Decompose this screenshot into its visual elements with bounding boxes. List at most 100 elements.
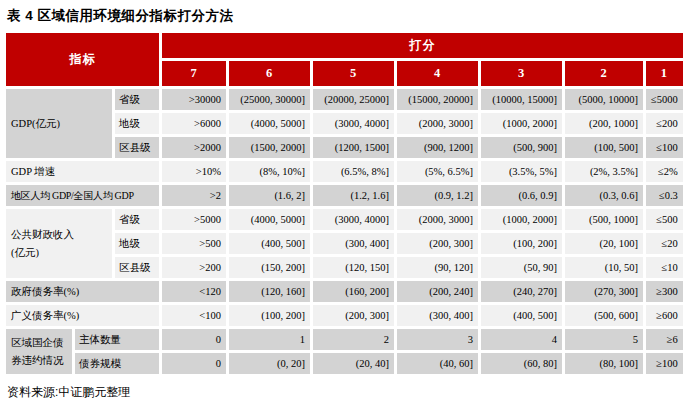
score-cell: ≥600 [646,305,683,326]
score-col-6: 6 [229,61,310,86]
score-cell: 5 [565,329,643,350]
score-cell: >500 [162,233,226,254]
score-cell: (120, 160] [229,281,310,302]
sub-label: 债券规模 [75,353,159,374]
score-header-cell: 打分 [162,33,683,58]
score-cell: (15000, 20000] [397,89,478,110]
score-cell: (150, 200] [229,257,310,278]
score-cell: ≤20 [646,233,683,254]
score-cell: (2000, 3000] [397,209,478,230]
score-cell: (500, 1000] [565,209,643,230]
score-cell: (50, 90] [481,257,562,278]
score-cell: (160, 200] [313,281,394,302]
score-cell: ≤100 [646,137,683,158]
score-cell: (400, 500] [481,305,562,326]
sub-label: 地级 [115,113,159,134]
score-cell: (5000, 10000] [565,89,643,110]
sub-label: 主体数量 [75,329,159,350]
score-cell: (4000, 5000] [229,113,310,134]
score-cell: ≤5000 [646,89,683,110]
score-col-2: 2 [565,61,643,86]
indicator-label-gov-debt-ratio: 政府债务率(%) [6,281,159,302]
score-cell: ≤0.3 [646,185,683,206]
score-cell: (20, 100] [565,233,643,254]
score-cell: (200, 1000] [565,113,643,134]
sub-label: 区县级 [115,137,159,158]
indicator-label-gdp-per-capita: 地区人均 GDP/全国人均 GDP [6,185,159,206]
score-cell: (40, 60] [397,353,478,374]
score-cell: (25000, 30000] [229,89,310,110]
score-cell: (10000, 15000] [481,89,562,110]
score-cell: (3000, 4000] [313,209,394,230]
score-cell: (2%, 3.5%] [565,161,643,182]
score-cell: ≥100 [646,353,683,374]
table-row: GDP 增速 >10% (8%, 10%] (6.5%, 8%] (5%, 6.… [6,161,683,182]
score-cell: (1200, 1500] [313,137,394,158]
score-cell: >2 [162,185,226,206]
header-row-score: 指标 打分 [6,33,683,58]
score-cell: >5000 [162,209,226,230]
indicator-label-fiscal-revenue: 公共财政收入 (亿元) [6,209,112,278]
score-cell: (1000, 2000] [481,209,562,230]
score-cell: (60, 80] [481,353,562,374]
score-cell: >10% [162,161,226,182]
table-row: 区域国企债 券违约情况 主体数量 0 1 2 3 4 5 ≥6 [6,329,683,350]
score-cell: 4 [481,329,562,350]
score-cell: (0.3, 0.6] [565,185,643,206]
source-note: 资料来源:中证鹏元整理 [0,377,690,401]
score-cell: (100, 500] [565,137,643,158]
score-cell: (6.5%, 8%] [313,161,394,182]
score-cell: ≤200 [646,113,683,134]
score-cell: (500, 900] [481,137,562,158]
score-cell: (5%, 6.5%] [397,161,478,182]
score-cell: (100, 200] [229,305,310,326]
score-cell: ≤10 [646,257,683,278]
score-cell: >6000 [162,113,226,134]
score-cell: (120, 150] [313,257,394,278]
table-row: 公共财政收入 (亿元) 省级 >5000 (4000, 5000] (3000,… [6,209,683,230]
score-cell: (2000, 3000] [397,113,478,134]
score-cell: (1.6, 2] [229,185,310,206]
sub-label: 地级 [115,233,159,254]
score-cell: (500, 600] [565,305,643,326]
score-col-7: 7 [162,61,226,86]
score-cell: (300, 400] [397,305,478,326]
score-cell: (400, 500] [229,233,310,254]
score-cell: ≥6 [646,329,683,350]
score-cell: (0.6, 0.9] [481,185,562,206]
score-col-5: 5 [313,61,394,86]
score-cell: (8%, 10%] [229,161,310,182]
sub-label: 省级 [115,209,159,230]
score-cell: (0.9, 1.2] [397,185,478,206]
table-row: GDP(亿元) 省级 >30000 (25000, 30000] (20000,… [6,89,683,110]
score-cell: (3000, 4000] [313,113,394,134]
score-cell: ≤500 [646,209,683,230]
score-cell: 1 [229,329,310,350]
score-cell: (1000, 2000] [481,113,562,134]
score-col-1: 1 [646,61,683,86]
score-cell: ≤2% [646,161,683,182]
score-cell: (200, 300] [397,233,478,254]
score-cell: (3.5%, 5%] [481,161,562,182]
score-cell: (4000, 5000] [229,209,310,230]
score-cell: (900, 1200] [397,137,478,158]
score-cell: (100, 200] [481,233,562,254]
score-cell: >200 [162,257,226,278]
score-cell: ≥300 [646,281,683,302]
score-col-3: 3 [481,61,562,86]
score-cell: (300, 400] [313,233,394,254]
indicator-header-cell: 指标 [6,33,159,86]
score-cell: (80, 100] [565,353,643,374]
score-cell: (0, 20] [229,353,310,374]
score-cell: (10, 50] [565,257,643,278]
table-row: 广义债务率(%) <100 (100, 200] (200, 300] (300… [6,305,683,326]
score-cell: 2 [313,329,394,350]
score-cell: (1500, 2000] [229,137,310,158]
table-row: 地区人均 GDP/全国人均 GDP >2 (1.6, 2] (1.2, 1.6]… [6,185,683,206]
score-cell: >30000 [162,89,226,110]
indicator-label-gdp-growth: GDP 增速 [6,161,159,182]
score-cell: 0 [162,353,226,374]
indicator-label-soe-default: 区域国企债 券违约情况 [6,329,72,374]
score-cell: (20, 40] [313,353,394,374]
score-cell: (240, 270] [481,281,562,302]
